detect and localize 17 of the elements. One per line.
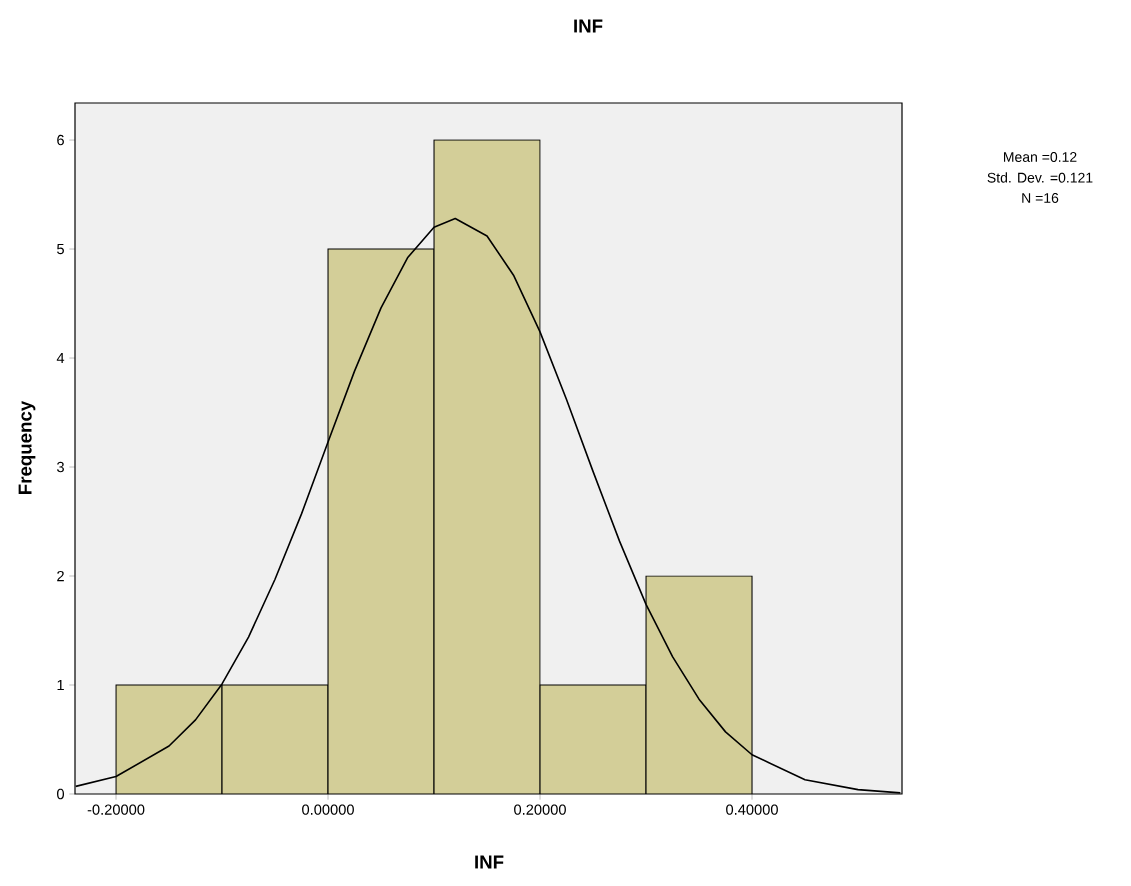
text: Std. Dev. =0.121 (987, 172, 1093, 183)
y-tick-label: 6 (57, 134, 64, 146)
x-axis-title: INF (475, 855, 504, 869)
y-axis-title: Frequency (18, 400, 36, 494)
y-tick-label: 2 (57, 570, 64, 582)
y-tick-label: 0 (57, 788, 65, 800)
y-tick-label: 5 (57, 243, 64, 255)
chart-title: INF (574, 19, 603, 33)
y-tick-label: 4 (56, 353, 65, 364)
text: N =16 (1022, 193, 1059, 203)
x-tick-label: 0.40000 (726, 804, 778, 815)
x-tick-label: -0.20000 (87, 804, 145, 815)
y-tick-label: 3 (57, 461, 64, 473)
x-tick-label: 0.20000 (514, 804, 566, 815)
x-tick-label: 0.00000 (302, 804, 354, 815)
text: Mean =0.12 (1003, 152, 1077, 162)
y-tick-label: 1 (57, 679, 64, 691)
